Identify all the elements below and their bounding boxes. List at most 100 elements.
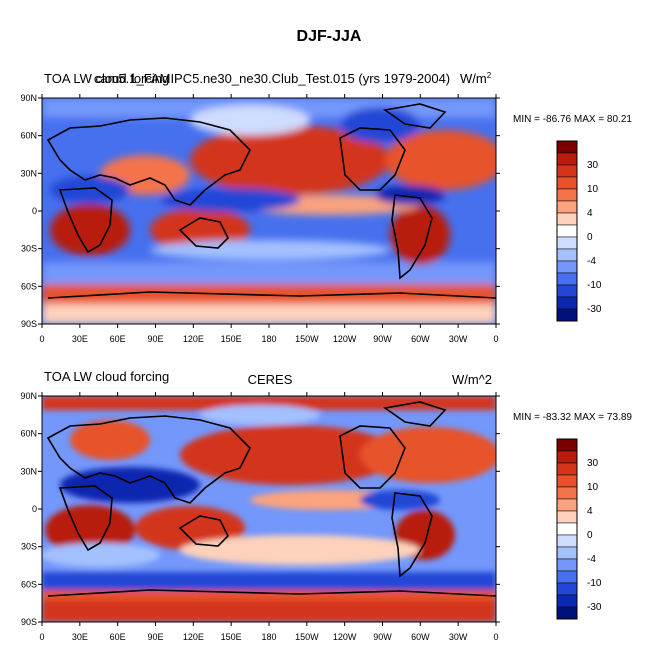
min-max-label: MIN = -83.32 MAX = 73.89 (513, 412, 632, 423)
y-tick-label: 60N (20, 429, 37, 439)
colorbar: 30 10 4 0 -4 -10 -30 (556, 140, 602, 322)
colorbar-label: 0 (587, 530, 593, 541)
x-tick-label: 60E (110, 632, 126, 642)
x-tick-label: 120W (333, 334, 357, 344)
units-label: W/m2 (460, 71, 492, 86)
colorbar-swatch (556, 152, 578, 166)
colorbar-swatch (556, 546, 578, 560)
x-tick-label: 90W (373, 632, 392, 642)
y-tick-label: 60N (20, 131, 37, 141)
colorbar-label: 0 (587, 232, 593, 243)
x-tick-label: 60E (110, 334, 126, 344)
coastlines (46, 401, 496, 597)
colorbar-swatch (556, 498, 578, 512)
colorbar-swatch (556, 200, 578, 214)
colorbar-swatch (556, 486, 578, 500)
colorbar-label: -4 (587, 256, 596, 267)
colorbar-label: 10 (587, 482, 599, 493)
x-tick-label: 90E (147, 632, 163, 642)
colorbar-swatch (556, 438, 578, 452)
colorbar-swatch (556, 296, 578, 310)
x-tick-label: 30E (72, 632, 88, 642)
units-text: W/m (460, 71, 487, 86)
colorbar-swatch (556, 558, 578, 572)
map-field (42, 396, 496, 622)
x-tick-label: 30W (449, 632, 468, 642)
y-tick-label: 0 (32, 504, 37, 514)
panel-title-left: TOA LW cloud forcing (44, 369, 169, 384)
colorbar-label: -4 (587, 554, 596, 565)
y-tick-label: 30N (20, 168, 37, 178)
colorbar-swatch (556, 474, 578, 488)
colorbar-label: 30 (587, 458, 599, 469)
x-tick-label: 0 (493, 632, 498, 642)
panel-title-center: CERES (248, 372, 293, 387)
figure-title: DJF-JJA (297, 28, 362, 45)
x-tick-label: 150E (221, 334, 242, 344)
colorbar-label: -10 (587, 280, 602, 291)
x-tick-label: 150W (295, 632, 319, 642)
colorbar-swatch (556, 308, 578, 322)
colorbar-swatch (556, 570, 578, 584)
colorbar-swatch (556, 176, 578, 190)
colorbar-swatch (556, 212, 578, 226)
x-tick-label: 90W (373, 334, 392, 344)
colorbar-swatch (556, 224, 578, 238)
colorbar-frame (556, 140, 578, 322)
coastlines (46, 103, 496, 299)
y-tick-label: 60S (21, 281, 37, 291)
colorbar-swatch (556, 140, 578, 154)
colorbar-swatch (556, 272, 578, 286)
x-tick-label: 120E (183, 334, 204, 344)
units-superscript: 2 (487, 71, 492, 80)
y-tick-label: 0 (32, 206, 37, 216)
y-tick-label: 90S (21, 319, 37, 329)
x-tick-label: 120W (333, 632, 357, 642)
colorbar-swatch (556, 164, 578, 178)
y-tick-label: 90N (20, 93, 37, 103)
units-label: W/m^2 (452, 372, 492, 387)
x-tick-label: 120E (183, 632, 204, 642)
colorbar-swatch (556, 236, 578, 250)
colorbar-swatch (556, 450, 578, 464)
colorbar-swatch (556, 606, 578, 620)
y-axis: 90N 60N 30N 0 30S 60S 90S (20, 391, 500, 627)
colorbar-frame (556, 438, 578, 620)
colorbar-swatch (556, 534, 578, 548)
units-text: W/m^2 (452, 372, 492, 387)
x-tick-label: 150E (221, 632, 242, 642)
x-tick-label: 0 (493, 334, 498, 344)
colorbar-label: 4 (587, 506, 593, 517)
x-axis: 0 30E 60E 90E 120E 150E 180 150W 120W 90W 60W 30W 0 (39, 94, 499, 344)
x-tick-label: 0 (39, 632, 44, 642)
colorbar: 30 10 4 0 -4 -10 -30 (556, 438, 602, 620)
y-tick-label: 30N (20, 466, 37, 476)
x-tick-label: 30E (72, 334, 88, 344)
colorbar-swatch (556, 188, 578, 202)
y-tick-label: 30S (21, 542, 37, 552)
panel-title-left: TOA LW cloud forcing (44, 71, 169, 86)
x-tick-label: 150W (295, 334, 319, 344)
colorbar-label: 30 (587, 160, 599, 171)
colorbar-label: -30 (587, 602, 602, 613)
x-tick-label: 90E (147, 334, 163, 344)
colorbar-label: -30 (587, 304, 602, 315)
y-tick-label: 60S (21, 579, 37, 589)
colorbar-swatch (556, 594, 578, 608)
colorbar-swatch (556, 248, 578, 262)
x-tick-label: 180 (261, 334, 276, 344)
x-axis: 0 30E 60E 90E 120E 150E 180 150W 120W 90W 60W 30W 0 (39, 392, 499, 642)
y-tick-label: 30S (21, 244, 37, 254)
x-tick-label: 30W (449, 334, 468, 344)
observation-panel: TOA LW cloud forcing CERES W/m^2 MIN = -… (20, 369, 632, 642)
y-axis: 90N 60N 30N 0 30S 60S 90S (20, 93, 500, 329)
colorbar-label: 4 (587, 208, 593, 219)
colorbar-swatch (556, 522, 578, 536)
panel-title-center: cam5.1_FAMIPC5.ne30_ne30.Club_Test.015 (… (94, 71, 450, 86)
x-tick-label: 60W (411, 334, 430, 344)
colorbar-swatch (556, 260, 578, 274)
colorbar-swatch (556, 510, 578, 524)
y-tick-label: 90N (20, 391, 37, 401)
colorbar-swatch (556, 284, 578, 298)
